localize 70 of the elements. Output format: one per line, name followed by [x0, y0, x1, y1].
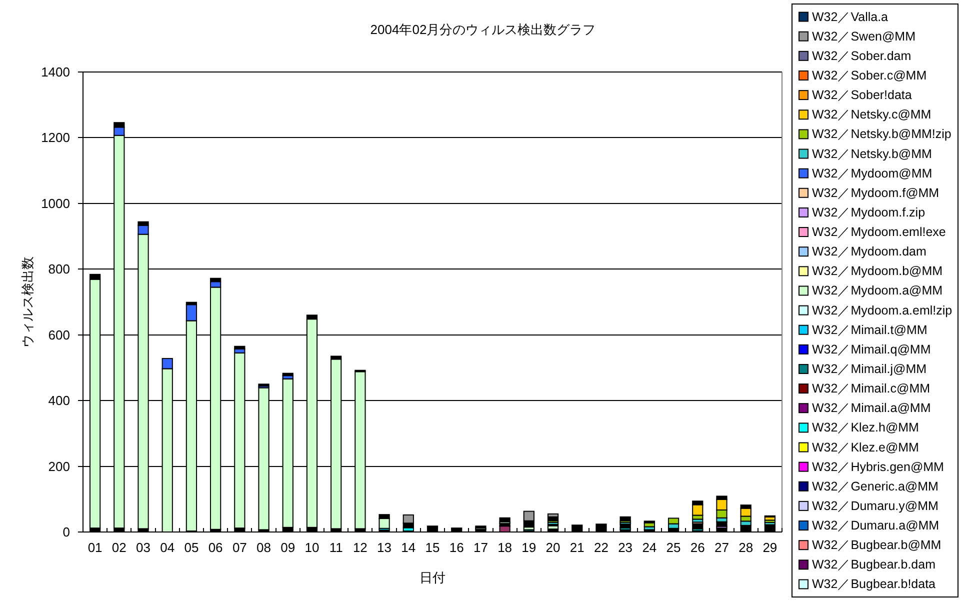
x-tick-label: 10 [304, 540, 320, 555]
legend-label: W32／Swen@MM [812, 29, 916, 44]
x-tick-label: 28 [738, 540, 754, 555]
legend-label: W32／Dumaru.y@MM [812, 498, 938, 513]
legend-label: W32／Mimail.t@MM [812, 322, 928, 337]
legend-label: W32／Mydoom@MM [812, 166, 932, 180]
y-axis-title: ウィルス検出数 [20, 256, 35, 348]
legend-label: W32／Sober.c@MM [812, 68, 927, 82]
x-tick-label: 01 [88, 540, 102, 555]
x-tick-label: 23 [618, 540, 633, 555]
legend-label: W32／Bugbear.b.dam [812, 558, 936, 572]
legend-label: W32／Klez.h@MM [812, 420, 919, 435]
x-tick-label: 24 [642, 540, 657, 555]
legend-label: W32／Mydoom.eml!exe [812, 225, 946, 240]
x-tick-label: 08 [256, 540, 272, 555]
x-tick-label: 29 [762, 540, 778, 555]
legend-label: W32／Hybris.gen@MM [812, 460, 944, 474]
x-tick-label: 07 [232, 540, 247, 555]
legend-label: W32／Sober!data [812, 88, 912, 102]
x-tick-label: 25 [666, 540, 681, 555]
x-tick-label: 15 [425, 540, 440, 555]
x-tick-label: 12 [352, 540, 368, 555]
x-tick-label: 09 [280, 540, 296, 555]
x-tick-label: 22 [594, 540, 608, 555]
legend-label: W32／Klez.e@MM [812, 440, 919, 454]
x-tick-label: 04 [160, 540, 175, 555]
x-tick-label: 13 [377, 540, 392, 555]
legend-label: W32／Netsky.c@MM [812, 108, 932, 122]
legend-label: W32／Mydoom.f.zip [812, 205, 926, 220]
legend-label: W32／Sober.dam [812, 48, 912, 63]
chart-title: 2004年02月分のウィルス検出数グラフ [370, 22, 596, 37]
legend-label: W32／Mydoom.dam [812, 244, 926, 259]
y-tick-label: 200 [48, 458, 70, 474]
x-axis-title: 日付 [420, 570, 446, 585]
x-tick-label: 18 [498, 540, 512, 555]
legend-label: W32／Bugbear.b@MM [812, 538, 942, 552]
legend-label: W32／Generic.a@MM [812, 479, 938, 494]
x-tick-label: 17 [473, 540, 488, 555]
x-tick-label: 11 [329, 540, 343, 555]
x-tick-label: 16 [449, 540, 464, 555]
legend-label: W32／Netsky.b@MM [812, 146, 932, 161]
x-tick-label: 27 [714, 540, 729, 555]
legend-label: W32／Mydoom.b@MM [812, 264, 943, 278]
y-tick-label: 1200 [41, 130, 70, 146]
x-tick-label: 26 [690, 540, 705, 555]
legend-label: W32／Mydoom.f@MM [812, 186, 940, 200]
x-tick-label: 21 [570, 540, 584, 555]
legend-label: W32／Netsky.b@MM!zip [812, 127, 952, 142]
y-tick-label: 0 [62, 524, 70, 540]
legend-label: W32／Dumaru.a@MM [812, 518, 940, 533]
legend-label: W32／Mimail.j@MM [812, 362, 927, 376]
legend-label: W32／Mydoom.a@MM [812, 284, 943, 298]
legend-label: W32／Mimail.q@MM [812, 342, 931, 356]
legend-label: W32／Bugbear.b!data [812, 577, 936, 592]
y-tick-label: 600 [48, 327, 70, 342]
legend-label: W32／Mydoom.a.eml!zip [812, 303, 952, 318]
x-tick-label: 19 [522, 540, 536, 555]
x-tick-label: 03 [136, 540, 150, 555]
y-tick-label: 1400 [41, 64, 70, 80]
y-tick-label: 1000 [41, 196, 70, 211]
y-tick-label: 400 [48, 393, 70, 408]
legend-label: W32／Valla.a [812, 10, 888, 24]
x-tick-label: 20 [546, 540, 560, 555]
y-tick-label: 800 [48, 262, 70, 277]
legend-label: W32／Mimail.a@MM [812, 401, 931, 416]
legend-label: W32／Mimail.c@MM [812, 382, 930, 396]
x-tick-label: 02 [112, 540, 126, 555]
x-tick-label: 14 [401, 540, 416, 555]
x-tick-label: 05 [184, 540, 199, 555]
x-tick-label: 06 [208, 540, 223, 555]
